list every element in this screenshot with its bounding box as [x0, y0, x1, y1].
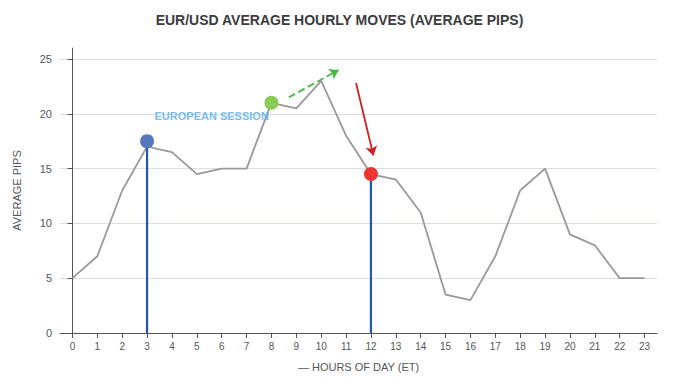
svg-text:8: 8 [269, 341, 275, 352]
svg-text:5: 5 [46, 272, 52, 284]
svg-text:25: 25 [40, 53, 52, 65]
svg-text:0: 0 [46, 327, 52, 339]
svg-text:EUROPEAN SESSION: EUROPEAN SESSION [155, 110, 269, 122]
svg-text:3: 3 [144, 341, 150, 352]
svg-text:20: 20 [40, 108, 52, 120]
svg-text:11: 11 [341, 341, 352, 352]
svg-text:15: 15 [440, 341, 452, 352]
svg-text:19: 19 [540, 341, 552, 352]
svg-text:15: 15 [40, 163, 52, 175]
svg-text:21: 21 [589, 341, 601, 352]
svg-text:10: 10 [316, 341, 328, 352]
svg-text:18: 18 [515, 341, 527, 352]
svg-text:1: 1 [95, 341, 101, 352]
svg-text:23: 23 [639, 341, 651, 352]
svg-text:14: 14 [415, 341, 427, 352]
svg-text:6: 6 [219, 341, 225, 352]
svg-text:10: 10 [40, 217, 52, 229]
svg-text:2: 2 [119, 341, 125, 352]
svg-text:5: 5 [194, 341, 200, 352]
svg-text:AVERAGE PIPS: AVERAGE PIPS [11, 150, 23, 231]
svg-text:9: 9 [294, 341, 300, 352]
svg-text:— HOURS OF DAY (ET): — HOURS OF DAY (ET) [298, 361, 419, 373]
svg-text:EUR/USD AVERAGE HOURLY MOVES (: EUR/USD AVERAGE HOURLY MOVES (AVERAGE PI… [156, 12, 524, 28]
svg-text:17: 17 [490, 341, 502, 352]
svg-text:22: 22 [614, 341, 626, 352]
svg-text:4: 4 [169, 341, 175, 352]
svg-text:7: 7 [244, 341, 250, 352]
svg-text:13: 13 [390, 341, 402, 352]
svg-text:12: 12 [365, 341, 377, 352]
svg-text:16: 16 [465, 341, 477, 352]
svg-text:0: 0 [70, 341, 76, 352]
svg-text:20: 20 [564, 341, 576, 352]
